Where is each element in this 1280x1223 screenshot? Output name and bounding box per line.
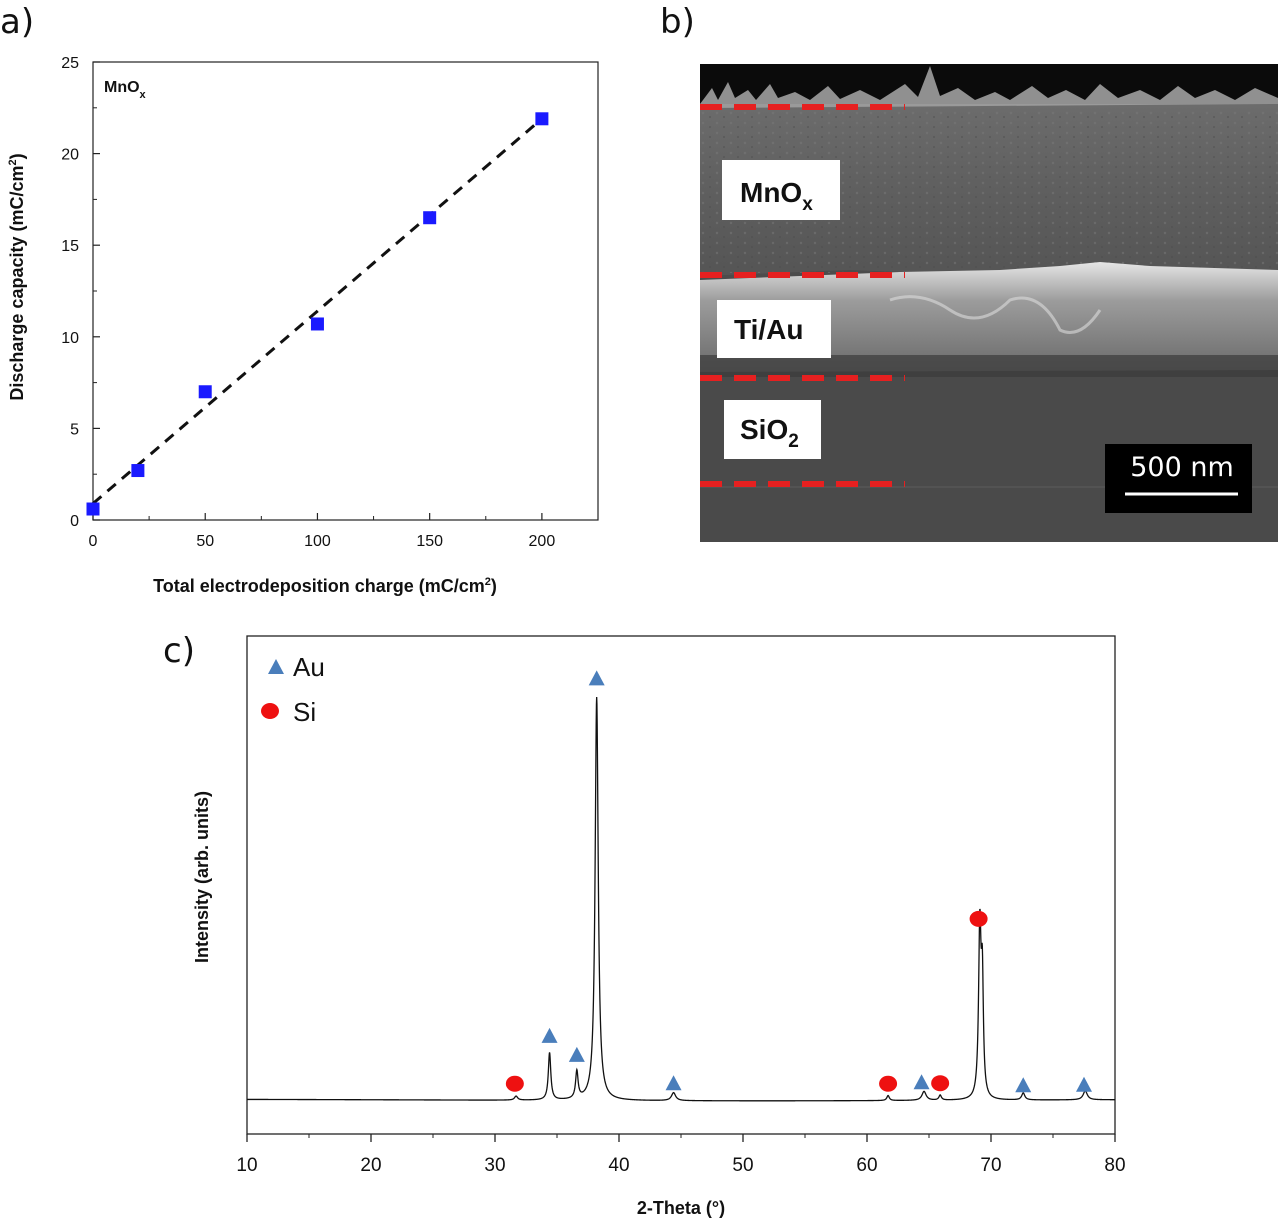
panel-c-xlabel: 2-Theta (°)	[637, 1198, 725, 1218]
panel-c-xtick-label: 20	[360, 1155, 381, 1176]
legend-au-marker	[268, 659, 284, 674]
panel-a-fit-line	[92, 117, 543, 505]
panel-a-axes: 0 50 100 150 200 0 5 10 15 20 25	[61, 55, 555, 550]
panel-c-xtick-label: 30	[484, 1155, 505, 1176]
au-peak-marker	[665, 1075, 682, 1091]
au-peak-marker	[1076, 1076, 1092, 1092]
sem-tiau-highlight	[889, 295, 1102, 334]
sem-interface	[700, 355, 1278, 377]
panel-a-ytick-label: 25	[61, 55, 79, 72]
panel-c-xtick-label: 60	[856, 1155, 877, 1176]
legend-si-label: Si	[293, 697, 316, 727]
panel-a-ytick-label: 5	[70, 421, 79, 438]
panel-c-peak-markers	[505, 670, 1092, 1093]
panel-c-xtick-label: 10	[236, 1155, 257, 1176]
panel-a-xtick-label: 50	[196, 533, 214, 550]
panel-a-xtick-label: 200	[529, 533, 556, 550]
scale-bar-label: 500 nm	[1130, 452, 1234, 483]
layer-label-box-mnox	[722, 160, 840, 220]
layer-label-tiau: Ti/Au	[734, 314, 803, 345]
panel-c-ylabel: Intensity (arb. units)	[192, 791, 212, 963]
panel-a-data-point	[131, 464, 145, 478]
panel-b: b) MnOx Ti/Au	[660, 2, 1278, 542]
si-peak-marker	[969, 910, 988, 927]
panel-c: c) 10 20 30 40 50 60 70 80 Au Si 2-Theta (°) In…	[163, 631, 1126, 1218]
au-peak-marker	[1015, 1077, 1032, 1093]
panel-a-inset-label: MnOx	[104, 79, 147, 101]
sem-tiau-layer	[700, 262, 1278, 372]
panel-c-axes: 10 20 30 40 50 60 70 80	[236, 1134, 1126, 1176]
panel-a-fit	[92, 117, 543, 505]
xrd-pattern-line	[247, 697, 1115, 1102]
panel-a-xtick-label: 0	[89, 533, 98, 550]
panel-a-ytick-label: 15	[61, 238, 79, 255]
panel-a-data-point	[535, 112, 549, 126]
panel-a-data-point	[86, 502, 100, 516]
panel-a-ytick-label: 20	[61, 147, 79, 164]
panel-a-plot-frame	[92, 61, 599, 521]
si-peak-marker	[505, 1075, 524, 1092]
panel-a-ytick-label: 0	[70, 513, 79, 530]
panel-a-label: a)	[0, 2, 34, 42]
legend-si-marker	[261, 703, 279, 719]
panel-a-xtick-label: 150	[416, 533, 443, 550]
au-peak-marker	[913, 1074, 930, 1090]
layer-label-mnox: MnOx	[740, 177, 813, 215]
panel-a-ytick-label: 10	[61, 330, 79, 347]
panel-a-data-point	[310, 317, 324, 331]
sem-image: MnOx Ti/Au SiO2 500 nm	[700, 64, 1278, 542]
panel-a-ylabel: Discharge capacity (mC/cm2)	[7, 153, 27, 400]
panel-c-xtick-label: 80	[1104, 1155, 1125, 1176]
panel-c-xtick-label: 40	[608, 1155, 629, 1176]
legend-au-label: Au	[293, 652, 325, 682]
panel-c-label: c)	[163, 631, 195, 671]
au-peak-marker	[568, 1046, 585, 1062]
panel-a-points	[86, 112, 549, 516]
panel-a-data-point	[423, 211, 437, 225]
layer-label-box-tiau	[717, 300, 831, 358]
panel-b-label: b)	[660, 2, 695, 42]
sem-rough-surface	[700, 66, 1278, 112]
si-peak-marker	[879, 1075, 898, 1092]
panel-a-xtick-label: 100	[304, 533, 331, 550]
panel-c-legend: Au Si	[261, 652, 325, 727]
layer-label-box-sio2	[724, 400, 821, 459]
panel-c-xtick-label: 50	[732, 1155, 753, 1176]
si-peak-marker	[931, 1075, 950, 1092]
au-peak-marker	[588, 670, 605, 686]
panel-a-xlabel: Total electrodeposition charge (mC/cm2)	[153, 576, 497, 596]
au-peak-marker	[541, 1027, 558, 1043]
scale-bar-box	[1105, 444, 1252, 513]
panel-a-data-point	[198, 385, 212, 399]
panel-a: a) 0 50 100 150 200 0 5 10 15 20 25 MnOx Total ele…	[0, 2, 599, 596]
panel-c-xtick-label: 70	[980, 1155, 1001, 1176]
layer-label-sio2: SiO2	[740, 414, 799, 452]
